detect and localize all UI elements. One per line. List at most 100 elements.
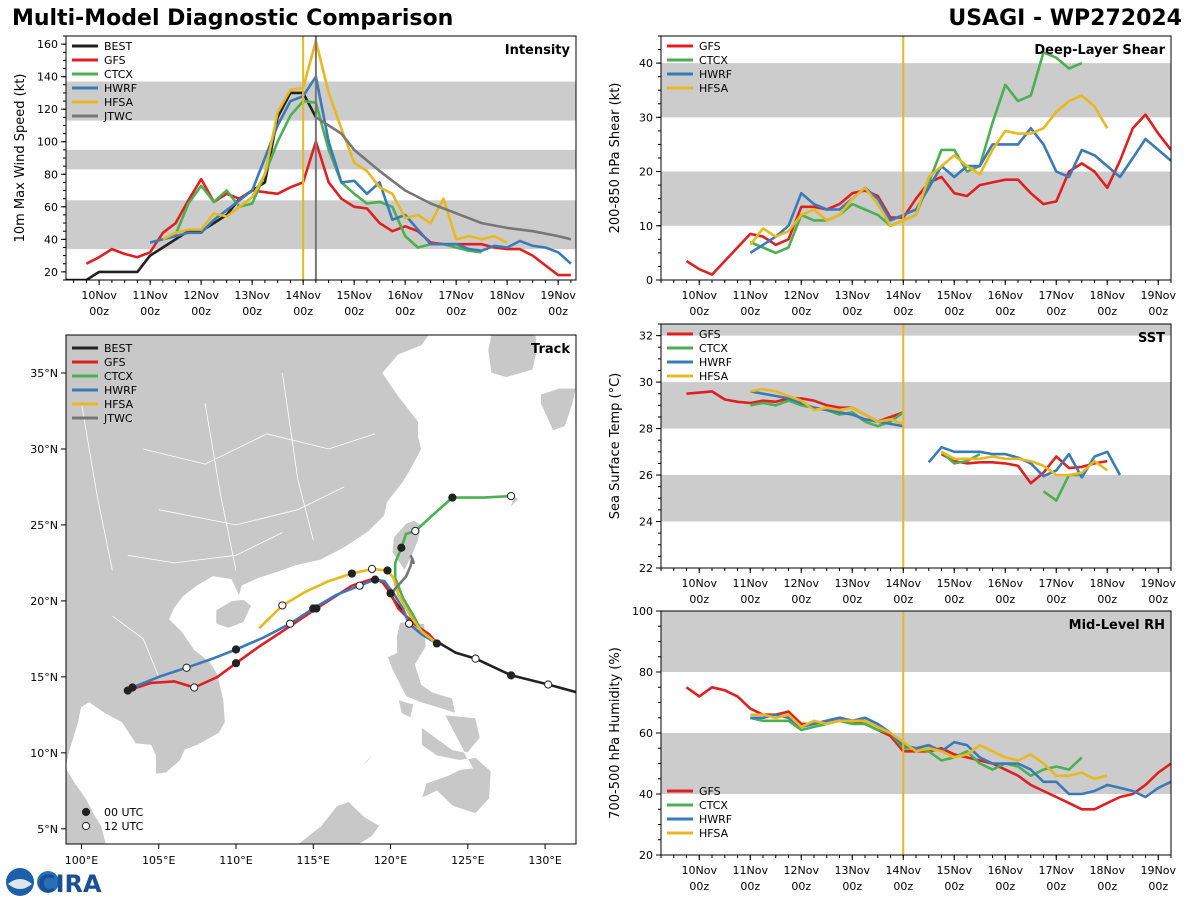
track-point-12utc [182, 663, 191, 672]
legend-label: BEST [104, 40, 132, 53]
x-tick-hour: 00z [446, 305, 466, 318]
series-line-hwrf [749, 126, 1171, 254]
x-tick-date: 17Nov [1039, 289, 1075, 302]
plot-frame [65, 334, 577, 845]
legend-marker-label: 00 UTC [104, 806, 144, 819]
legend-label: GFS [699, 328, 721, 341]
x-tick-hour: 00z [791, 305, 811, 318]
x-tick-hour: 00z [1097, 593, 1117, 606]
borneo-land [297, 801, 381, 844]
x-tick-hour: 00z [1097, 305, 1117, 318]
x-tick-hour: 00z [995, 305, 1015, 318]
x-tick-date: 11Nov [132, 289, 168, 302]
x-tick-date: 10Nov [81, 289, 117, 302]
shade-band [661, 324, 1171, 336]
y-tick-label: 160 [37, 38, 58, 51]
legend-label: HFSA [104, 398, 134, 411]
admin-border [204, 403, 237, 571]
x-tick-label: 125°E [451, 854, 484, 867]
x-tick-hour: 00z [1046, 880, 1066, 893]
x-tick-date: 18Nov [489, 289, 525, 302]
x-tick-hour: 00z [893, 305, 913, 318]
x-tick-hour: 00z [293, 305, 313, 318]
legend-label: CTCX [699, 342, 728, 355]
legend-label: CTCX [699, 799, 728, 812]
y-tick-label: 22 [639, 562, 653, 575]
shade-band [66, 200, 576, 250]
legend-label: JTWC [103, 110, 133, 123]
panel-rh: 20 40 60 80 100 10Nov 00z 11Nov 00z 12Nov 00z 13Nov… [608, 605, 1176, 893]
x-tick-hour: 00z [740, 880, 760, 893]
y-tick-label: 80 [639, 666, 653, 679]
panel-title: SST [1138, 331, 1165, 346]
legend-label: HFSA [699, 370, 729, 383]
x-tick-label: 115°E [297, 854, 330, 867]
panel-shear: 0 10 20 30 40 10Nov 00z 11Nov 00z 12Nov 00z 13Nov 00… [608, 35, 1176, 318]
x-tick-hour: 00z [1148, 880, 1168, 893]
track-point-00utc [432, 639, 442, 648]
y-tick-label: 30 [639, 376, 653, 389]
track-point-12utc [471, 654, 480, 663]
series-line-jtwc [315, 116, 572, 241]
admin-border [158, 486, 345, 526]
x-tick-hour: 00z [1046, 593, 1066, 606]
x-tick-date: 12Nov [784, 577, 820, 590]
globe-icon [37, 871, 59, 893]
x-tick-date: 19Nov [540, 289, 576, 302]
track-point-00utc [128, 683, 137, 692]
x-tick-date: 14Nov [886, 864, 922, 877]
x-tick-label: 105°E [142, 854, 175, 867]
x-tick-hour: 00z [1148, 305, 1168, 318]
y-tick-label: 40 [44, 233, 58, 246]
map-group [66, 335, 576, 844]
track-point-12utc [190, 683, 199, 692]
panel-track: 5°N 10°N 15°N 20°N 25°N 30°N 35°N 100°E 105°E 110… [30, 334, 577, 867]
track-point-12utc [278, 601, 287, 610]
y-tick-label: 25°N [30, 519, 58, 532]
y-tick-label: 40 [639, 57, 653, 70]
y-axis-label: 200-850 hPa Shear (kt) [608, 83, 623, 234]
x-tick-hour: 00z [497, 305, 517, 318]
legend-label: HWRF [699, 68, 732, 81]
track-point-12utc [506, 491, 516, 501]
page-title: Multi-Model Diagnostic Comparison [12, 6, 454, 31]
track-point-00utc [231, 659, 241, 668]
track-line-hwrf [132, 578, 438, 689]
x-tick-hour: 00z [740, 593, 760, 606]
hainan-land [215, 598, 252, 629]
x-tick-label: 130°E [528, 854, 561, 867]
x-tick-date: 15Nov [937, 577, 973, 590]
y-tick-label: 10°N [30, 747, 58, 760]
track-point-00utc [506, 671, 516, 680]
x-tick-hour: 00z [1046, 305, 1066, 318]
series-line-gfs [940, 452, 1108, 485]
palawan-land [347, 732, 388, 780]
x-tick-hour: 00z [191, 305, 211, 318]
series-line-hfsa [750, 713, 1108, 781]
x-tick-hour: 00z [89, 305, 109, 318]
y-tick-label: 35°N [30, 367, 58, 380]
track-point-00utc [448, 493, 457, 502]
x-tick-date: 13Nov [234, 289, 270, 302]
y-tick-label: 30 [639, 111, 653, 124]
y-tick-label: 20 [44, 266, 58, 279]
shade-band [661, 733, 1171, 794]
x-tick-hour: 00z [395, 305, 415, 318]
x-tick-hour: 00z [842, 880, 862, 893]
x-tick-label: 120°E [374, 854, 407, 867]
admin-border [143, 433, 376, 465]
x-tick-hour: 00z [140, 305, 160, 318]
x-tick-date: 14Nov [285, 289, 321, 302]
panel-title: Deep-Layer Shear [1034, 43, 1165, 58]
y-tick-label: 20 [639, 166, 653, 179]
series-group [686, 387, 1122, 502]
legend-label: HFSA [104, 96, 134, 109]
admin-border [112, 615, 160, 678]
y-tick-label: 26 [639, 469, 653, 482]
legend-marker-00utc [81, 807, 91, 817]
y-tick-label: 15°N [30, 671, 58, 684]
track-point-00utc [370, 575, 380, 584]
admin-border [282, 372, 314, 541]
legend-label: GFS [699, 40, 721, 53]
